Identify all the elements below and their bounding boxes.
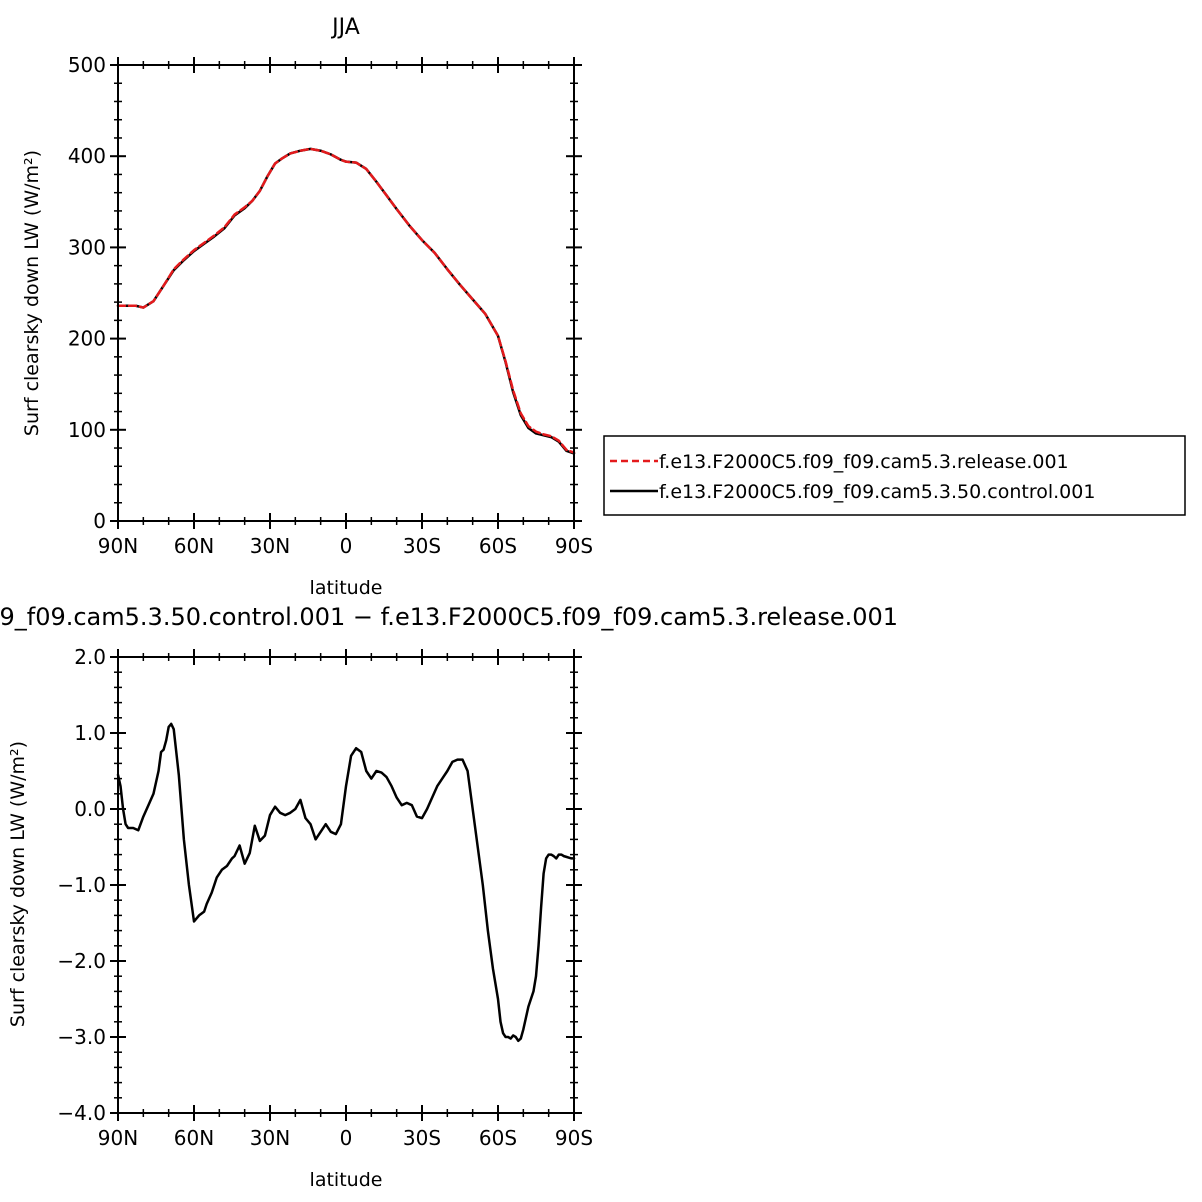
legend-label-release: f.e13.F2000C5.f09_f09.cam5.3.release.001 [659, 451, 1069, 473]
y-tick-label: 500 [68, 53, 106, 77]
x-tick-label: 0 [340, 534, 353, 558]
bottom-x-axis-label: latitude [310, 1169, 383, 1191]
x-tick-label: 60S [479, 534, 517, 558]
y-tick-label: 100 [68, 418, 106, 442]
y-tick-label: −1.0 [57, 873, 106, 897]
bottom-series-group [116, 722, 576, 1043]
x-tick-label: 30S [403, 534, 441, 558]
legend-box [603, 435, 1186, 516]
x-tick-label: 30N [250, 534, 290, 558]
top-chart-title: JJA [330, 15, 360, 40]
bottom-panel: f.e13.F2000C5.f09_f09.cam5.3.50.control.… [0, 603, 898, 1191]
x-tick-label: 90N [98, 534, 138, 558]
y-tick-label: 0 [93, 509, 106, 533]
top-series-group [116, 147, 576, 455]
y-tick-label: −3.0 [57, 1025, 106, 1049]
x-tick-label: 90N [98, 1126, 138, 1150]
series-line-control [116, 147, 576, 455]
y-tick-label: −4.0 [57, 1101, 106, 1125]
bottom-y-axis-label: Surf clearsky down LW (W/m²) [7, 741, 29, 1027]
top-y-tick-labels: 0 100 200 300 400 500 [68, 53, 106, 533]
legend-label-control: f.e13.F2000C5.f09_f09.cam5.3.50.control.… [659, 481, 1095, 503]
x-tick-label: 30S [403, 1126, 441, 1150]
bottom-x-tick-labels: 90N 60N 30N 0 30S 60S 90S [98, 1126, 593, 1150]
y-tick-label: 300 [68, 235, 106, 259]
series-line-release [116, 147, 576, 454]
bottom-y-tick-labels: −4.0 −3.0 −2.0 −1.0 0.0 1.0 2.0 [57, 645, 106, 1125]
x-tick-label: 60N [174, 534, 214, 558]
legend: f.e13.F2000C5.f09_f09.cam5.3.release.001… [603, 435, 1186, 516]
series-line-control [116, 722, 576, 1043]
bottom-plot-frame [117, 656, 575, 1114]
x-tick-label: 60S [479, 1126, 517, 1150]
y-tick-label: 200 [68, 327, 106, 351]
x-tick-label: 90S [555, 1126, 593, 1150]
bottom-ticks [110, 649, 582, 1121]
y-tick-label: 1.0 [74, 721, 106, 745]
x-tick-label: 0 [340, 1126, 353, 1150]
top-plot-frame [117, 64, 575, 522]
y-tick-label: −2.0 [57, 949, 106, 973]
x-tick-label: 60N [174, 1126, 214, 1150]
x-tick-label: 30N [250, 1126, 290, 1150]
top-ticks [110, 57, 582, 529]
y-tick-label: 400 [68, 144, 106, 168]
bottom-chart-title: f.e13.F2000C5.f09_f09.cam5.3.50.control.… [0, 603, 898, 631]
y-tick-label: 2.0 [74, 645, 106, 669]
x-tick-label: 90S [555, 534, 593, 558]
top-y-axis-label: Surf clearsky down LW (W/m²) [21, 150, 43, 436]
top-x-axis-label: latitude [310, 577, 383, 599]
top-x-tick-labels: 90N 60N 30N 0 30S 60S 90S [98, 534, 593, 558]
y-tick-label: 0.0 [74, 797, 106, 821]
top-panel: JJA Surf clearsky down LW (W/m²) latitud… [21, 15, 593, 599]
